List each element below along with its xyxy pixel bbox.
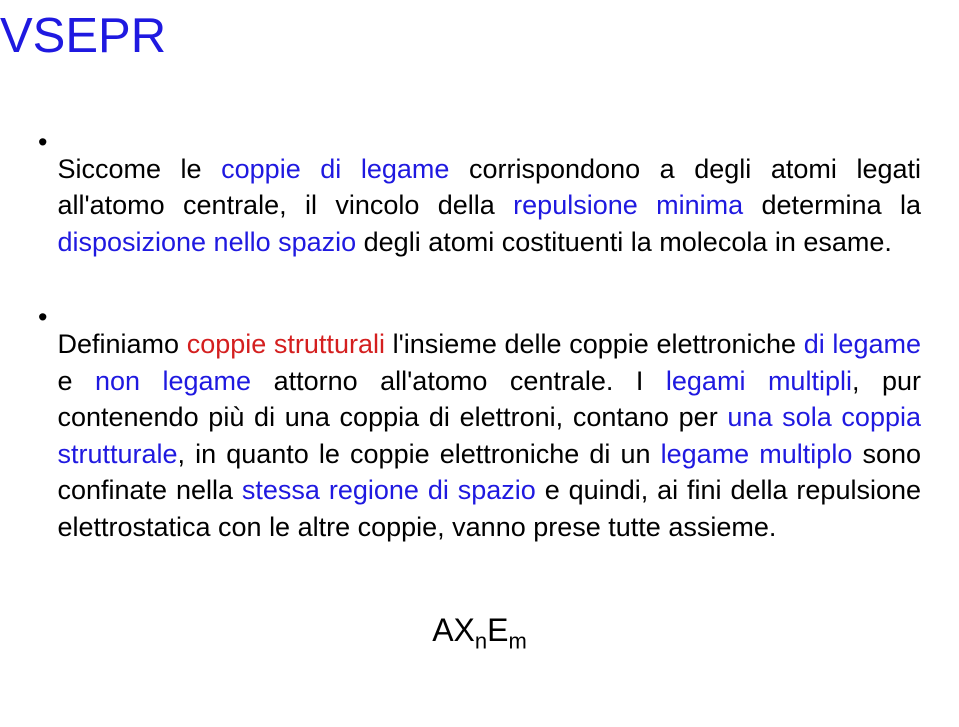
text-run: e: [57, 366, 95, 396]
text-run: disposizione nello spazio: [57, 227, 356, 257]
text-run: degli atomi costituenti la molecola in e…: [356, 227, 892, 257]
text-run: non legame: [95, 366, 251, 396]
paragraph-text: Definiamo coppie strutturali l'insieme d…: [57, 326, 921, 545]
text-run: attorno all'atomo centrale. I: [251, 366, 666, 396]
formula-base: E: [487, 612, 508, 648]
text-run: coppie strutturali: [187, 329, 385, 359]
page-title: VSEPR: [0, 8, 921, 64]
text-run: legami multipli: [666, 366, 852, 396]
text-run: Siccome le: [57, 154, 221, 184]
bullet-item: • Siccome le coppie di legame corrispond…: [38, 124, 921, 287]
formula-sub: n: [475, 628, 487, 653]
formula-sub: m: [508, 628, 526, 653]
text-run: Definiamo: [57, 329, 186, 359]
text-run: legame multiplo: [661, 439, 853, 469]
paragraph-text: Siccome le coppie di legame corrispondon…: [57, 151, 921, 260]
text-run: coppie di legame: [221, 154, 449, 184]
text-run: determina la: [743, 190, 921, 220]
text-run: l'insieme delle coppie elettroniche: [385, 329, 804, 359]
formula-text: AXnEm: [38, 612, 921, 654]
text-run: di legame: [804, 329, 921, 359]
text-run: repulsione minima: [513, 190, 743, 220]
bullet-marker: •: [38, 124, 47, 160]
bullet-marker: •: [38, 299, 47, 335]
text-run: , in quanto le coppie elettroniche di un: [178, 439, 661, 469]
text-run: stessa regione di spazio: [242, 475, 536, 505]
slide-page: VSEPR • Siccome le coppie di legame corr…: [0, 0, 959, 654]
bullet-item: • Definiamo coppie strutturali l'insieme…: [38, 299, 921, 572]
formula-base: AX: [432, 612, 475, 648]
